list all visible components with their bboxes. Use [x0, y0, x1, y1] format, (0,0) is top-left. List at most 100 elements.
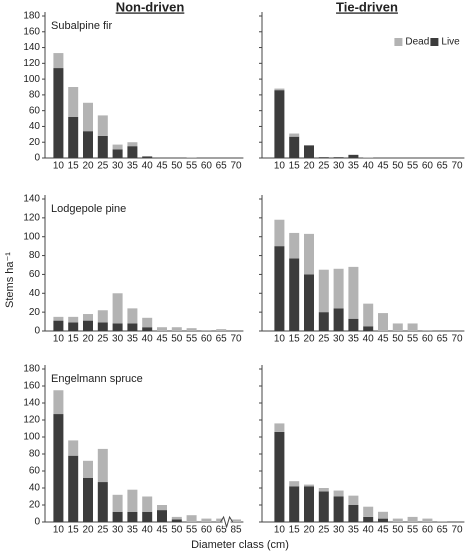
bar-segment: [68, 455, 79, 522]
x-tick-label: 60: [422, 161, 434, 172]
bar-segment: [97, 448, 108, 483]
x-tick-label: 45: [156, 525, 168, 536]
bar-segment: [68, 322, 79, 331]
bar-segment: [274, 246, 285, 331]
x-tick-label: 40: [142, 161, 154, 172]
y-tick-label: 140: [23, 42, 40, 53]
bar-segment: [97, 310, 108, 323]
y-tick-label: 40: [29, 483, 41, 494]
bar-segment: [142, 496, 153, 512]
bar-segment: [378, 518, 388, 522]
x-tick-label: 25: [97, 161, 109, 172]
bar-segment: [274, 423, 285, 432]
bar-segment: [53, 414, 64, 522]
x-tick-label: 50: [171, 161, 183, 172]
x-tick-label: 55: [407, 161, 419, 172]
x-tick-label: 70: [451, 525, 463, 536]
bar-segment: [186, 157, 197, 158]
y-tick-label: 120: [23, 415, 40, 426]
bar-segment: [68, 87, 79, 117]
bar-segment: [333, 308, 344, 331]
y-tick-label: 80: [29, 90, 41, 101]
x-tick-label: 65: [437, 334, 449, 345]
bar-segment: [201, 330, 212, 331]
y-tick-label: 20: [29, 137, 41, 148]
y-tick-label: 60: [29, 105, 41, 116]
bar-segment: [97, 135, 108, 158]
bar-segment: [97, 115, 108, 136]
x-axis-title: Diameter class (cm): [191, 539, 289, 551]
bar-segment: [407, 323, 418, 331]
y-tick-label: 0: [34, 326, 40, 337]
bar-segment: [378, 511, 388, 519]
x-tick-label: 35: [348, 161, 360, 172]
bar-segment: [112, 494, 123, 512]
x-tick-label: 35: [348, 334, 360, 345]
y-tick-label: 60: [29, 466, 41, 477]
bar-segment: [274, 219, 285, 247]
y-tick-label: 40: [29, 288, 41, 299]
bar-segment: [274, 431, 285, 522]
bar-segment: [378, 313, 388, 331]
bar-segment: [68, 440, 79, 456]
y-axis-title: Stems ha⁻¹: [4, 252, 16, 308]
bar-segment: [171, 516, 182, 520]
x-tick-label: 45: [156, 161, 168, 172]
x-tick-label: 70: [451, 161, 463, 172]
x-tick-label: 40: [363, 161, 375, 172]
bar-segment: [68, 116, 79, 158]
x-tick-label: 85: [230, 525, 242, 536]
y-tick-label: 160: [23, 26, 40, 37]
x-tick-label: 20: [303, 525, 315, 536]
x-tick-label: 35: [127, 334, 139, 345]
bar-segment: [318, 488, 329, 492]
y-tick-label: 20: [29, 307, 41, 318]
x-tick-label: 30: [333, 161, 345, 172]
bar-segment: [363, 506, 374, 517]
bar-segment: [348, 505, 359, 522]
x-tick-label: 35: [127, 525, 139, 536]
bar-segment: [171, 327, 182, 331]
y-tick-label: 0: [34, 153, 40, 164]
x-tick-label: 20: [82, 525, 94, 536]
bar-segment: [53, 390, 64, 415]
bar-segment: [83, 477, 93, 522]
bar-segment: [83, 320, 93, 331]
y-tick-label: 160: [23, 381, 40, 392]
bar-segment: [318, 269, 329, 313]
bar-segment: [97, 322, 108, 331]
x-tick-label: 60: [422, 334, 434, 345]
bar-segment: [127, 511, 138, 522]
x-tick-label: 60: [201, 334, 213, 345]
x-tick-label: 65: [216, 161, 228, 172]
bar-segment: [304, 233, 314, 275]
bar-segment: [304, 484, 314, 487]
x-tick-label: 60: [201, 525, 213, 536]
bar-segment: [53, 53, 64, 69]
species-label: Lodgepole pine: [51, 203, 126, 215]
bar-segment: [97, 482, 108, 522]
x-tick-label: 30: [112, 161, 124, 172]
x-tick-label: 30: [112, 334, 124, 345]
bar-segment: [348, 495, 359, 505]
x-tick-label: 10: [274, 334, 286, 345]
bar-segment: [304, 486, 314, 522]
bar-segment: [318, 312, 329, 331]
bar-segment: [363, 326, 374, 331]
x-tick-label: 50: [171, 334, 183, 345]
bar-segment: [348, 318, 359, 331]
bar-segment: [348, 154, 359, 158]
bar-segment: [127, 142, 138, 147]
y-tick-label: 120: [23, 212, 40, 223]
y-tick-label: 100: [23, 231, 40, 242]
x-tick-label: 65: [437, 161, 449, 172]
x-tick-label: 30: [333, 525, 345, 536]
x-tick-label: 25: [318, 161, 330, 172]
bar-segment: [333, 490, 344, 497]
x-tick-label: 50: [171, 525, 183, 536]
bar-segment: [142, 317, 153, 328]
bar-segment: [407, 516, 418, 522]
bar-segment: [142, 327, 153, 331]
x-tick-label: 70: [451, 334, 463, 345]
